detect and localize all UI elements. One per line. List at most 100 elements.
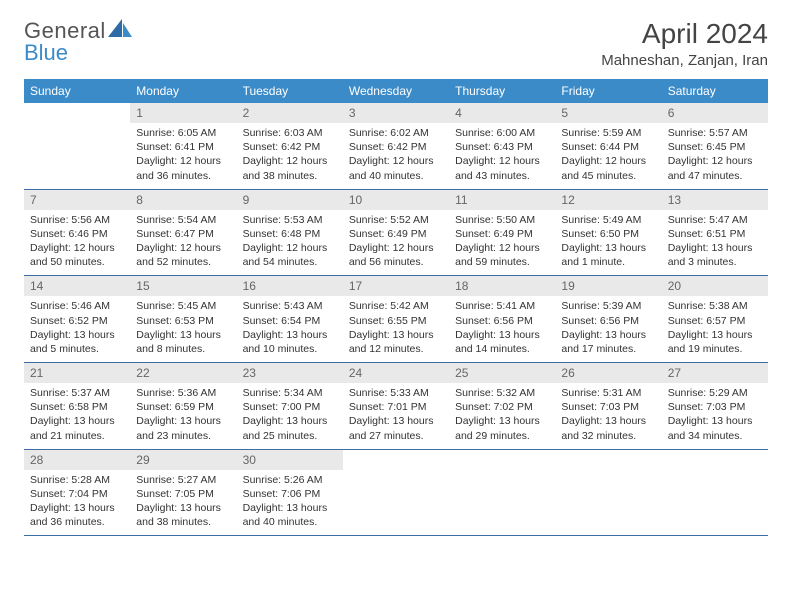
daylight-line: Daylight: 12 hours and 43 minutes.: [455, 154, 549, 182]
daylight-line: Daylight: 12 hours and 59 minutes.: [455, 241, 549, 269]
sunrise-line: Sunrise: 6:00 AM: [455, 126, 549, 140]
sunset-line: Sunset: 7:03 PM: [561, 400, 655, 414]
weekday-header-row: Sunday Monday Tuesday Wednesday Thursday…: [24, 79, 768, 103]
daylight-line: Daylight: 12 hours and 47 minutes.: [668, 154, 762, 182]
day-number: 3: [343, 103, 449, 123]
sunset-line: Sunset: 6:48 PM: [243, 227, 337, 241]
day-content: Sunrise: 6:05 AMSunset: 6:41 PMDaylight:…: [130, 123, 236, 189]
day-content: Sunrise: 5:41 AMSunset: 6:56 PMDaylight:…: [449, 296, 555, 362]
daylight-line: Daylight: 12 hours and 50 minutes.: [30, 241, 124, 269]
daylight-line: Daylight: 13 hours and 1 minute.: [561, 241, 655, 269]
day-number: 11: [449, 190, 555, 210]
calendar-row: 7Sunrise: 5:56 AMSunset: 6:46 PMDaylight…: [24, 189, 768, 276]
sunrise-line: Sunrise: 5:59 AM: [561, 126, 655, 140]
day-content: Sunrise: 5:32 AMSunset: 7:02 PMDaylight:…: [449, 383, 555, 449]
day-number: 23: [237, 363, 343, 383]
day-content: Sunrise: 6:00 AMSunset: 6:43 PMDaylight:…: [449, 123, 555, 189]
day-number: 6: [662, 103, 768, 123]
sunset-line: Sunset: 7:01 PM: [349, 400, 443, 414]
daylight-line: Daylight: 13 hours and 3 minutes.: [668, 241, 762, 269]
sunset-line: Sunset: 6:56 PM: [561, 314, 655, 328]
day-content: Sunrise: 5:43 AMSunset: 6:54 PMDaylight:…: [237, 296, 343, 362]
sunrise-line: Sunrise: 5:57 AM: [668, 126, 762, 140]
day-content: Sunrise: 5:46 AMSunset: 6:52 PMDaylight:…: [24, 296, 130, 362]
day-content: Sunrise: 5:57 AMSunset: 6:45 PMDaylight:…: [662, 123, 768, 189]
day-number: 17: [343, 276, 449, 296]
sunset-line: Sunset: 6:55 PM: [349, 314, 443, 328]
calendar-cell: 27Sunrise: 5:29 AMSunset: 7:03 PMDayligh…: [662, 363, 768, 450]
day-number: 4: [449, 103, 555, 123]
sunrise-line: Sunrise: 5:37 AM: [30, 386, 124, 400]
daylight-line: Daylight: 13 hours and 36 minutes.: [30, 501, 124, 529]
calendar-cell: 17 Sunrise: 5:42 AMSunset: 6:55 PMDayligh…: [343, 276, 449, 363]
calendar-row: 1Sunrise: 6:05 AMSunset: 6:41 PMDaylight…: [24, 103, 768, 189]
calendar-row: 21Sunrise: 5:37 AMSunset: 6:58 PMDayligh…: [24, 363, 768, 450]
sunset-line: Sunset: 6:49 PM: [349, 227, 443, 241]
daylight-line: Daylight: 13 hours and 38 minutes.: [136, 501, 230, 529]
weekday-header: Tuesday: [237, 79, 343, 103]
day-content: Sunrise: 5:33 AMSunset: 7:01 PMDaylight:…: [343, 383, 449, 449]
daylight-line: Daylight: 13 hours and 32 minutes.: [561, 414, 655, 442]
sunset-line: Sunset: 6:47 PM: [136, 227, 230, 241]
daylight-line: Daylight: 12 hours and 40 minutes.: [349, 154, 443, 182]
day-content: Sunrise: 5:26 AMSunset: 7:06 PMDaylight:…: [237, 470, 343, 536]
day-content: Sunrise: 5:38 AMSunset: 6:57 PMDaylight:…: [662, 296, 768, 362]
header: General April 2024 Mahneshan, Zanjan, Ir…: [24, 18, 768, 69]
sunrise-line: Sunrise: 5:42 AM: [349, 299, 443, 313]
sunrise-line: Sunrise: 5:53 AM: [243, 213, 337, 227]
calendar-cell: 3Sunrise: 6:02 AMSunset: 6:42 PMDaylight…: [343, 103, 449, 189]
calendar-cell: 4Sunrise: 6:00 AMSunset: 6:43 PMDaylight…: [449, 103, 555, 189]
day-number: 24: [343, 363, 449, 383]
daylight-line: Daylight: 13 hours and 40 minutes.: [243, 501, 337, 529]
sunset-line: Sunset: 6:43 PM: [455, 140, 549, 154]
daylight-line: Daylight: 12 hours and 52 minutes.: [136, 241, 230, 269]
calendar-cell: [343, 449, 449, 536]
daylight-line: Daylight: 13 hours and 17 minutes.: [561, 328, 655, 356]
sunset-line: Sunset: 6:53 PM: [136, 314, 230, 328]
day-number: 12: [555, 190, 661, 210]
calendar-cell: 12Sunrise: 5:49 AMSunset: 6:50 PMDayligh…: [555, 189, 661, 276]
calendar-cell: 24Sunrise: 5:33 AMSunset: 7:01 PMDayligh…: [343, 363, 449, 450]
daylight-line: Daylight: 12 hours and 38 minutes.: [243, 154, 337, 182]
daylight-line: Daylight: 13 hours and 14 minutes.: [455, 328, 549, 356]
day-content: Sunrise: 5:37 AMSunset: 6:58 PMDaylight:…: [24, 383, 130, 449]
calendar-cell: 18Sunrise: 5:41 AMSunset: 6:56 PMDayligh…: [449, 276, 555, 363]
sunrise-line: Sunrise: 5:49 AM: [561, 213, 655, 227]
sunset-line: Sunset: 7:04 PM: [30, 487, 124, 501]
day-content: Sunrise: 5:54 AMSunset: 6:47 PMDaylight:…: [130, 210, 236, 276]
calendar-cell: [449, 449, 555, 536]
sunset-line: Sunset: 6:59 PM: [136, 400, 230, 414]
sunset-line: Sunset: 7:05 PM: [136, 487, 230, 501]
sunset-line: Sunset: 7:06 PM: [243, 487, 337, 501]
day-number: 2: [237, 103, 343, 123]
sunset-line: Sunset: 6:54 PM: [243, 314, 337, 328]
sunset-line: Sunset: 6:41 PM: [136, 140, 230, 154]
daylight-line: Daylight: 13 hours and 23 minutes.: [136, 414, 230, 442]
calendar-cell: 9Sunrise: 5:53 AMSunset: 6:48 PMDaylight…: [237, 189, 343, 276]
sunrise-line: Sunrise: 5:52 AM: [349, 213, 443, 227]
sunrise-line: Sunrise: 5:56 AM: [30, 213, 124, 227]
sunrise-line: Sunrise: 5:54 AM: [136, 213, 230, 227]
calendar-cell: 15Sunrise: 5:45 AMSunset: 6:53 PMDayligh…: [130, 276, 236, 363]
day-number: 28: [24, 450, 130, 470]
sunset-line: Sunset: 6:46 PM: [30, 227, 124, 241]
day-number: 8: [130, 190, 236, 210]
calendar-cell: 28Sunrise: 5:28 AMSunset: 7:04 PMDayligh…: [24, 449, 130, 536]
daylight-line: Daylight: 13 hours and 12 minutes.: [349, 328, 443, 356]
daylight-line: Daylight: 12 hours and 54 minutes.: [243, 241, 337, 269]
day-content: Sunrise: 5:39 AMSunset: 6:56 PMDaylight:…: [555, 296, 661, 362]
weekday-header: Thursday: [449, 79, 555, 103]
calendar-cell: 5Sunrise: 5:59 AMSunset: 6:44 PMDaylight…: [555, 103, 661, 189]
day-number: 10: [343, 190, 449, 210]
location-label: Mahneshan, Zanjan, Iran: [601, 52, 768, 69]
daylight-line: Daylight: 13 hours and 34 minutes.: [668, 414, 762, 442]
day-number: 14: [24, 276, 130, 296]
sunset-line: Sunset: 6:49 PM: [455, 227, 549, 241]
calendar-cell: 2Sunrise: 6:03 AMSunset: 6:42 PMDaylight…: [237, 103, 343, 189]
sunset-line: Sunset: 6:58 PM: [30, 400, 124, 414]
sunrise-line: Sunrise: 5:43 AM: [243, 299, 337, 313]
day-number: 21: [24, 363, 130, 383]
sunrise-line: Sunrise: 5:31 AM: [561, 386, 655, 400]
day-content: Sunrise: 5:31 AMSunset: 7:03 PMDaylight:…: [555, 383, 661, 449]
weekday-header: Monday: [130, 79, 236, 103]
